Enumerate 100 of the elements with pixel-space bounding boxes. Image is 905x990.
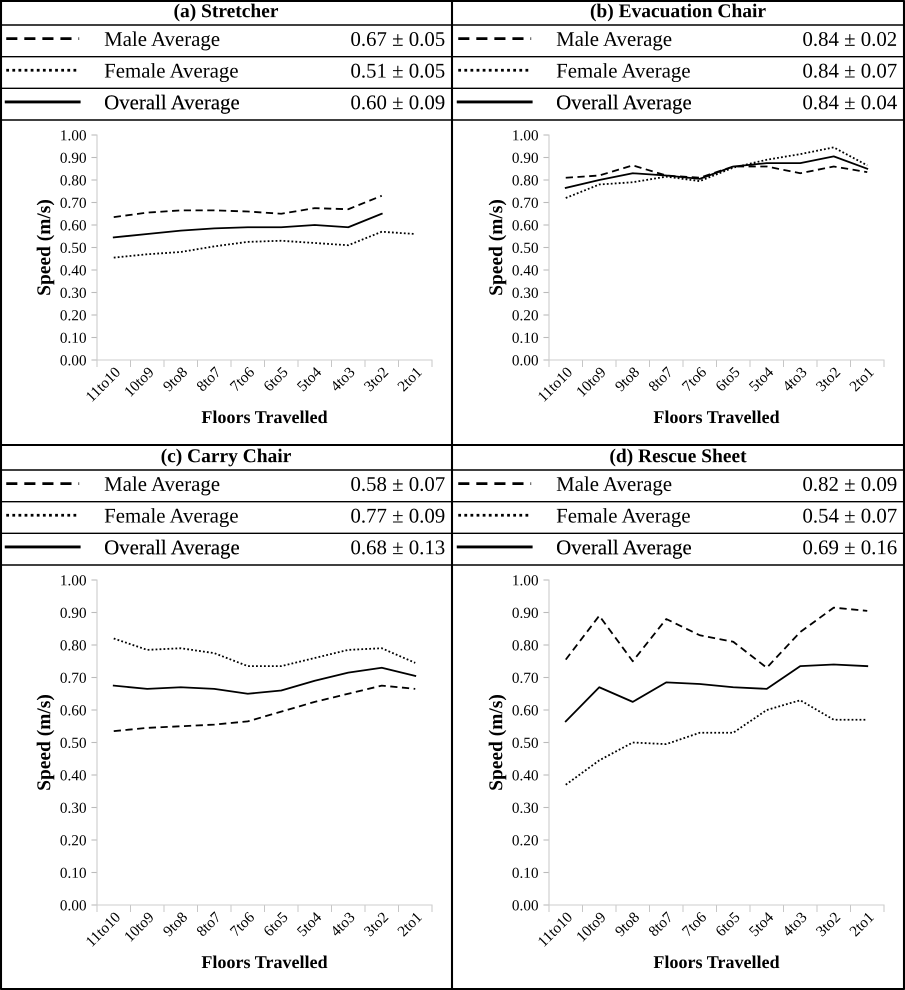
y-tick-label: 0.20 xyxy=(512,310,538,321)
y-tick-label: 0.90 xyxy=(60,152,86,164)
y-tick-label: 0.10 xyxy=(512,332,538,344)
x-tick-label: 6to5 xyxy=(714,911,740,937)
y-tick-label: 0.00 xyxy=(60,900,86,911)
y-tick-label: 0.60 xyxy=(512,220,538,231)
legend-label: Overall Average xyxy=(557,540,691,559)
x-tick-label: 3to2 xyxy=(363,366,389,392)
x-tick-label: 9to8 xyxy=(614,366,640,392)
y-tick-label: 0.70 xyxy=(60,672,86,684)
text: 0.84 ± 0.02 xyxy=(803,32,896,46)
chart-title: (b) Evacuation Chair xyxy=(590,4,766,22)
line-series xyxy=(112,230,416,259)
y-tick-label: 0.50 xyxy=(60,738,86,748)
text: 0.68 ± 0.13 xyxy=(351,540,444,554)
line-series xyxy=(112,666,416,695)
y-tick-label: 0.20 xyxy=(60,310,86,321)
x-tick-label: 7to6 xyxy=(682,366,708,392)
y-tick-label: 0.90 xyxy=(60,608,86,618)
text: 0.67 ± 0.05 xyxy=(351,32,444,46)
y-tick-label: 0.70 xyxy=(512,672,538,684)
line-series xyxy=(112,212,383,238)
x-axis-title: Floors Travelled xyxy=(654,956,780,968)
legend-label: Overall Average xyxy=(105,540,239,559)
x-axis-title: Floors Travelled xyxy=(202,956,328,968)
y-tick-label: 1.00 xyxy=(61,130,86,141)
text: 0.51 ± 0.05 xyxy=(351,64,444,78)
y-tick-label: 0.50 xyxy=(512,738,538,748)
y-tick-label: 0.40 xyxy=(60,770,86,781)
y-tick-label: 0.70 xyxy=(60,198,86,208)
x-tick-label: 2to1 xyxy=(848,912,874,937)
x-tick-label: 5to4 xyxy=(748,366,774,392)
y-tick-label: 0.30 xyxy=(60,802,86,814)
line-series xyxy=(112,194,383,218)
x-tick-label: 7to6 xyxy=(230,911,256,937)
x-tick-label: 7to6 xyxy=(230,366,256,392)
x-tick-label: 6to5 xyxy=(714,366,740,392)
text: 0.84 ± 0.07 xyxy=(803,64,897,78)
legend-label: Male Average xyxy=(556,31,672,50)
y-tick-label: 0.00 xyxy=(60,355,86,366)
y-axis-title: Speed (m/s) xyxy=(36,695,54,790)
x-tick-label: 8to7 xyxy=(196,911,222,937)
y-tick-label: 0.90 xyxy=(512,608,538,618)
legend-label: Male Average xyxy=(556,476,672,496)
y-tick-label: 0.60 xyxy=(60,705,86,716)
y-tick-label: 0.00 xyxy=(512,355,538,366)
legend-label: Female Average xyxy=(556,508,690,528)
y-tick-label: 0.20 xyxy=(60,835,86,846)
y-tick-label: 0.50 xyxy=(60,242,86,254)
legend-label: Overall Average xyxy=(557,94,691,114)
x-tick-label: 4to3 xyxy=(330,911,356,938)
y-axis-title: Speed (m/s) xyxy=(488,695,506,790)
x-tick-label: 3to2 xyxy=(815,366,841,392)
legend-label: Male Average xyxy=(104,476,220,496)
text: 0.54 ± 0.07 xyxy=(803,508,897,523)
y-tick-label: 0.60 xyxy=(512,705,538,716)
x-tick-label: 6to5 xyxy=(262,366,288,392)
legend-label: Male Average xyxy=(104,31,220,50)
x-tick-label: 5to4 xyxy=(296,366,322,392)
y-tick-label: 0.40 xyxy=(512,770,538,781)
x-tick-label: 3to2 xyxy=(815,911,841,937)
line-series xyxy=(564,664,868,722)
x-tick-label: 8to7 xyxy=(648,366,674,392)
legend-label: Female Average xyxy=(104,63,238,82)
x-tick-label: 6to5 xyxy=(262,911,288,937)
y-tick-label: 0.90 xyxy=(512,152,538,164)
x-tick-label: 3to2 xyxy=(363,911,389,937)
x-tick-label: 2to1 xyxy=(396,366,422,392)
x-tick-label: 9to8 xyxy=(162,366,188,392)
legend-label: Female Average xyxy=(556,63,690,82)
x-tick-label: 7to6 xyxy=(682,911,708,937)
y-tick-label: 1.00 xyxy=(61,575,86,586)
x-tick-label: 5to4 xyxy=(748,911,774,937)
text: 0.60 ± 0.09 xyxy=(351,95,444,110)
x-tick-label: 2to1 xyxy=(848,366,874,392)
line-series xyxy=(112,684,416,732)
y-tick-label: 0.50 xyxy=(512,242,538,254)
y-tick-label: 0.30 xyxy=(512,802,538,814)
line-series xyxy=(564,606,868,669)
y-tick-label: 0.80 xyxy=(60,175,86,186)
x-tick-label: 4to3 xyxy=(330,366,356,392)
y-tick-label: 0.80 xyxy=(512,175,538,186)
legend-label: Female Average xyxy=(104,508,238,528)
y-tick-label: 0.70 xyxy=(512,198,538,208)
line-series xyxy=(564,146,868,199)
y-tick-label: 0.80 xyxy=(512,640,538,651)
y-axis-title: Speed (m/s) xyxy=(36,200,54,295)
y-tick-label: 1.00 xyxy=(513,130,538,141)
x-tick-label: 5to4 xyxy=(296,911,322,937)
x-tick-label: 8to7 xyxy=(196,366,222,392)
legend-label: Overall Average xyxy=(105,94,239,114)
y-axis-title: Speed (m/s) xyxy=(488,200,506,295)
y-tick-label: 0.30 xyxy=(512,288,538,298)
line-series xyxy=(564,699,868,786)
x-axis-title: Floors Travelled xyxy=(654,410,780,424)
y-tick-label: 0.20 xyxy=(512,835,538,846)
x-tick-label: 9to8 xyxy=(162,911,188,938)
line-series xyxy=(112,638,416,668)
y-tick-label: 1.00 xyxy=(513,575,538,586)
x-axis-title: Floors Travelled xyxy=(202,410,328,424)
